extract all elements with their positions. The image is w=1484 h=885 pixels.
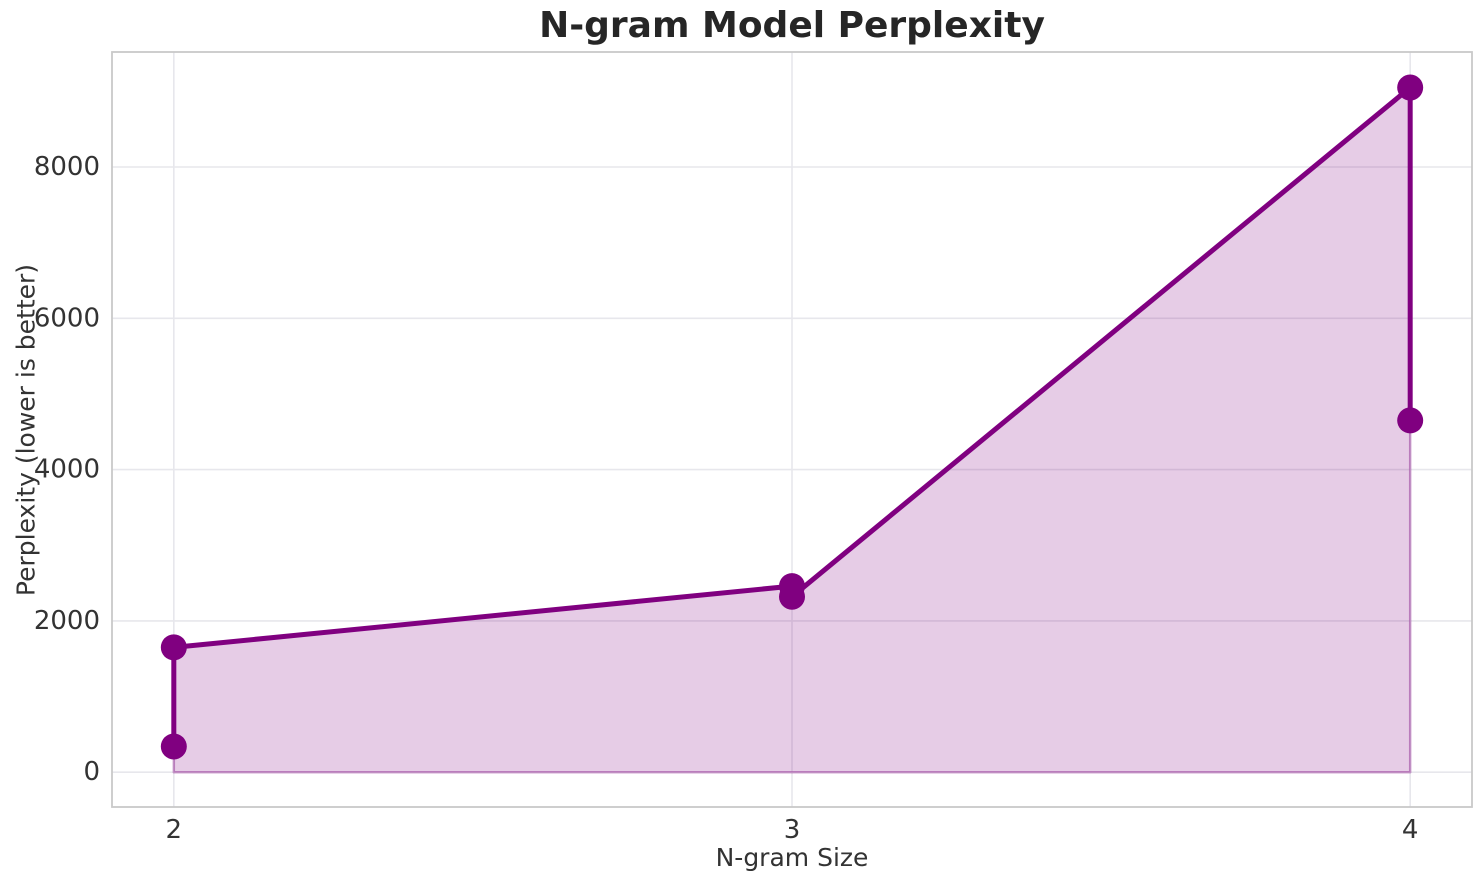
x-axis-label: N-gram Size	[715, 843, 869, 872]
y-tick-label: 8000	[34, 152, 100, 182]
data-point-marker	[160, 733, 187, 760]
x-tick-label: 2	[166, 815, 183, 845]
gridlines	[112, 52, 1472, 807]
y-tick-labels: 0 2000 4000 6000 8000	[34, 152, 100, 787]
data-point-marker	[779, 583, 805, 610]
y-tick-label: 6000	[34, 303, 100, 333]
x-tick-label: 4	[1402, 815, 1419, 845]
y-tick-label: 0	[83, 757, 100, 787]
y-tick-label: 2000	[34, 606, 100, 636]
x-tick-label: 3	[784, 815, 801, 845]
axes-spines	[111, 51, 1473, 808]
x-tick-labels: 2 3 4	[166, 815, 1419, 845]
data-point-marker	[1397, 74, 1424, 101]
data-point-marker	[160, 634, 187, 661]
y-tick-label: 4000	[34, 455, 100, 485]
y-axis-label: Perplexity (lower is better)	[11, 263, 41, 597]
chart-title: N-gram Model Perplexity	[539, 5, 1045, 46]
data-point-marker	[1397, 407, 1424, 434]
data-markers	[160, 74, 1424, 760]
